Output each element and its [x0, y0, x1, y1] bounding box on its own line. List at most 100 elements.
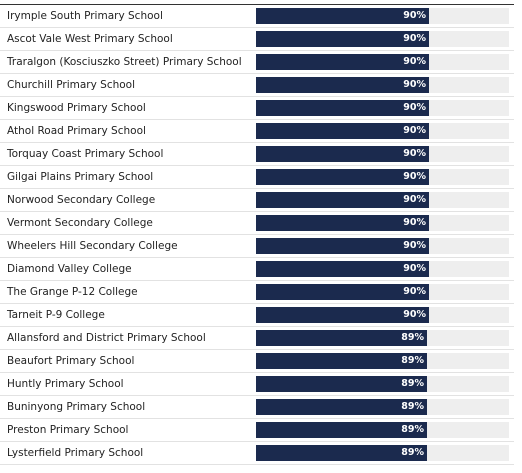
bar: 90% — [256, 238, 429, 254]
chart-row: Huntly Primary School 89% — [0, 373, 522, 396]
chart-row: Norwood Secondary College 90% — [0, 189, 522, 212]
category-label: Norwood Secondary College — [7, 194, 156, 206]
row-separator — [0, 280, 514, 281]
bar-value-label: 89% — [401, 401, 424, 412]
row-separator — [0, 372, 514, 373]
bar: 90% — [256, 192, 429, 208]
bar-track: 89% — [256, 445, 509, 461]
bar: 89% — [256, 376, 427, 392]
bar-track: 89% — [256, 353, 509, 369]
bar: 90% — [256, 123, 429, 139]
bar-value-label: 90% — [403, 171, 426, 182]
bar: 90% — [256, 169, 429, 185]
chart-row: Allansford and District Primary School 89… — [0, 327, 522, 350]
category-label: Kingswood Primary School — [7, 102, 146, 114]
row-separator — [0, 188, 514, 189]
bar-value-label: 89% — [401, 378, 424, 389]
bar-track: 90% — [256, 307, 509, 323]
bar-value-label: 89% — [401, 355, 424, 366]
bar-value-label: 90% — [403, 217, 426, 228]
bar-track: 90% — [256, 169, 509, 185]
category-label: Huntly Primary School — [7, 378, 124, 390]
category-label: Irymple South Primary School — [7, 10, 163, 22]
category-label: Beaufort Primary School — [7, 355, 135, 367]
bar-value-label: 90% — [403, 148, 426, 159]
bar-value-label: 90% — [403, 10, 426, 21]
category-label: Preston Primary School — [7, 424, 129, 436]
chart-row: Beaufort Primary School 89% — [0, 350, 522, 373]
bar-value-label: 90% — [403, 56, 426, 67]
category-label: The Grange P-12 College — [7, 286, 138, 298]
category-label: Vermont Secondary College — [7, 217, 153, 229]
row-separator — [0, 349, 514, 350]
chart-row: Kingswood Primary School 90% — [0, 97, 522, 120]
row-separator — [0, 418, 514, 419]
category-label: Traralgon (Kosciuszko Street) Primary Sc… — [7, 56, 242, 68]
bar-value-label: 90% — [403, 309, 426, 320]
category-label: Gilgai Plains Primary School — [7, 171, 154, 183]
bar-track: 90% — [256, 77, 509, 93]
category-label: Athol Road Primary School — [7, 125, 146, 137]
bar: 89% — [256, 330, 427, 346]
category-label: Ascot Vale West Primary School — [7, 33, 173, 45]
bar-value-label: 90% — [403, 79, 426, 90]
bar-track: 89% — [256, 376, 509, 392]
bar: 90% — [256, 307, 429, 323]
category-label: Churchill Primary School — [7, 79, 136, 91]
row-separator — [0, 165, 514, 166]
bar: 90% — [256, 215, 429, 231]
bar: 90% — [256, 31, 429, 47]
bar-track: 89% — [256, 399, 509, 415]
category-label: Torquay Coast Primary School — [7, 148, 164, 160]
chart-row: Traralgon (Kosciuszko Street) Primary Sc… — [0, 51, 522, 74]
bar-value-label: 90% — [403, 240, 426, 251]
row-separator — [0, 326, 514, 327]
chart-row: Athol Road Primary School 90% — [0, 120, 522, 143]
row-separator — [0, 96, 514, 97]
bar-value-label: 90% — [403, 194, 426, 205]
category-label: Wheelers Hill Secondary College — [7, 240, 178, 252]
chart-row: Preston Primary School 89% — [0, 419, 522, 442]
bar-track: 90% — [256, 215, 509, 231]
row-separator — [0, 211, 514, 212]
category-label: Allansford and District Primary School — [7, 332, 206, 344]
bar-track: 90% — [256, 238, 509, 254]
chart-row: Tarneit P-9 College 90% — [0, 304, 522, 327]
bar: 90% — [256, 8, 429, 24]
row-separator — [0, 303, 514, 304]
bar-value-label: 89% — [401, 447, 424, 458]
bar: 90% — [256, 100, 429, 116]
chart-row: Ascot Vale West Primary School 90% — [0, 28, 522, 51]
bar-value-label: 90% — [403, 33, 426, 44]
chart-row: Churchill Primary School 90% — [0, 74, 522, 97]
bar: 89% — [256, 353, 427, 369]
chart-row: Irymple South Primary School 90% — [0, 5, 522, 28]
row-separator — [0, 73, 514, 74]
bar-track: 90% — [256, 54, 509, 70]
row-separator — [0, 395, 514, 396]
bar: 90% — [256, 146, 429, 162]
row-separator — [0, 464, 514, 465]
chart-row: The Grange P-12 College 90% — [0, 281, 522, 304]
row-separator — [0, 441, 514, 442]
bar-track: 89% — [256, 330, 509, 346]
bar: 89% — [256, 422, 427, 438]
bar-value-label: 89% — [401, 332, 424, 343]
chart-row: Lysterfield Primary School 89% — [0, 442, 522, 465]
chart-row: Torquay Coast Primary School 90% — [0, 143, 522, 166]
bar: 90% — [256, 261, 429, 277]
bar-track: 90% — [256, 8, 509, 24]
bar: 89% — [256, 399, 427, 415]
bar-track: 90% — [256, 192, 509, 208]
bar-track: 90% — [256, 100, 509, 116]
chart-row: Vermont Secondary College 90% — [0, 212, 522, 235]
chart-row: Buninyong Primary School 89% — [0, 396, 522, 419]
category-label: Lysterfield Primary School — [7, 447, 144, 459]
bar-track: 89% — [256, 422, 509, 438]
category-label: Buninyong Primary School — [7, 401, 146, 413]
bar-value-label: 89% — [401, 424, 424, 435]
row-separator — [0, 257, 514, 258]
chart-row: Diamond Valley College 90% — [0, 258, 522, 281]
row-separator — [0, 234, 514, 235]
